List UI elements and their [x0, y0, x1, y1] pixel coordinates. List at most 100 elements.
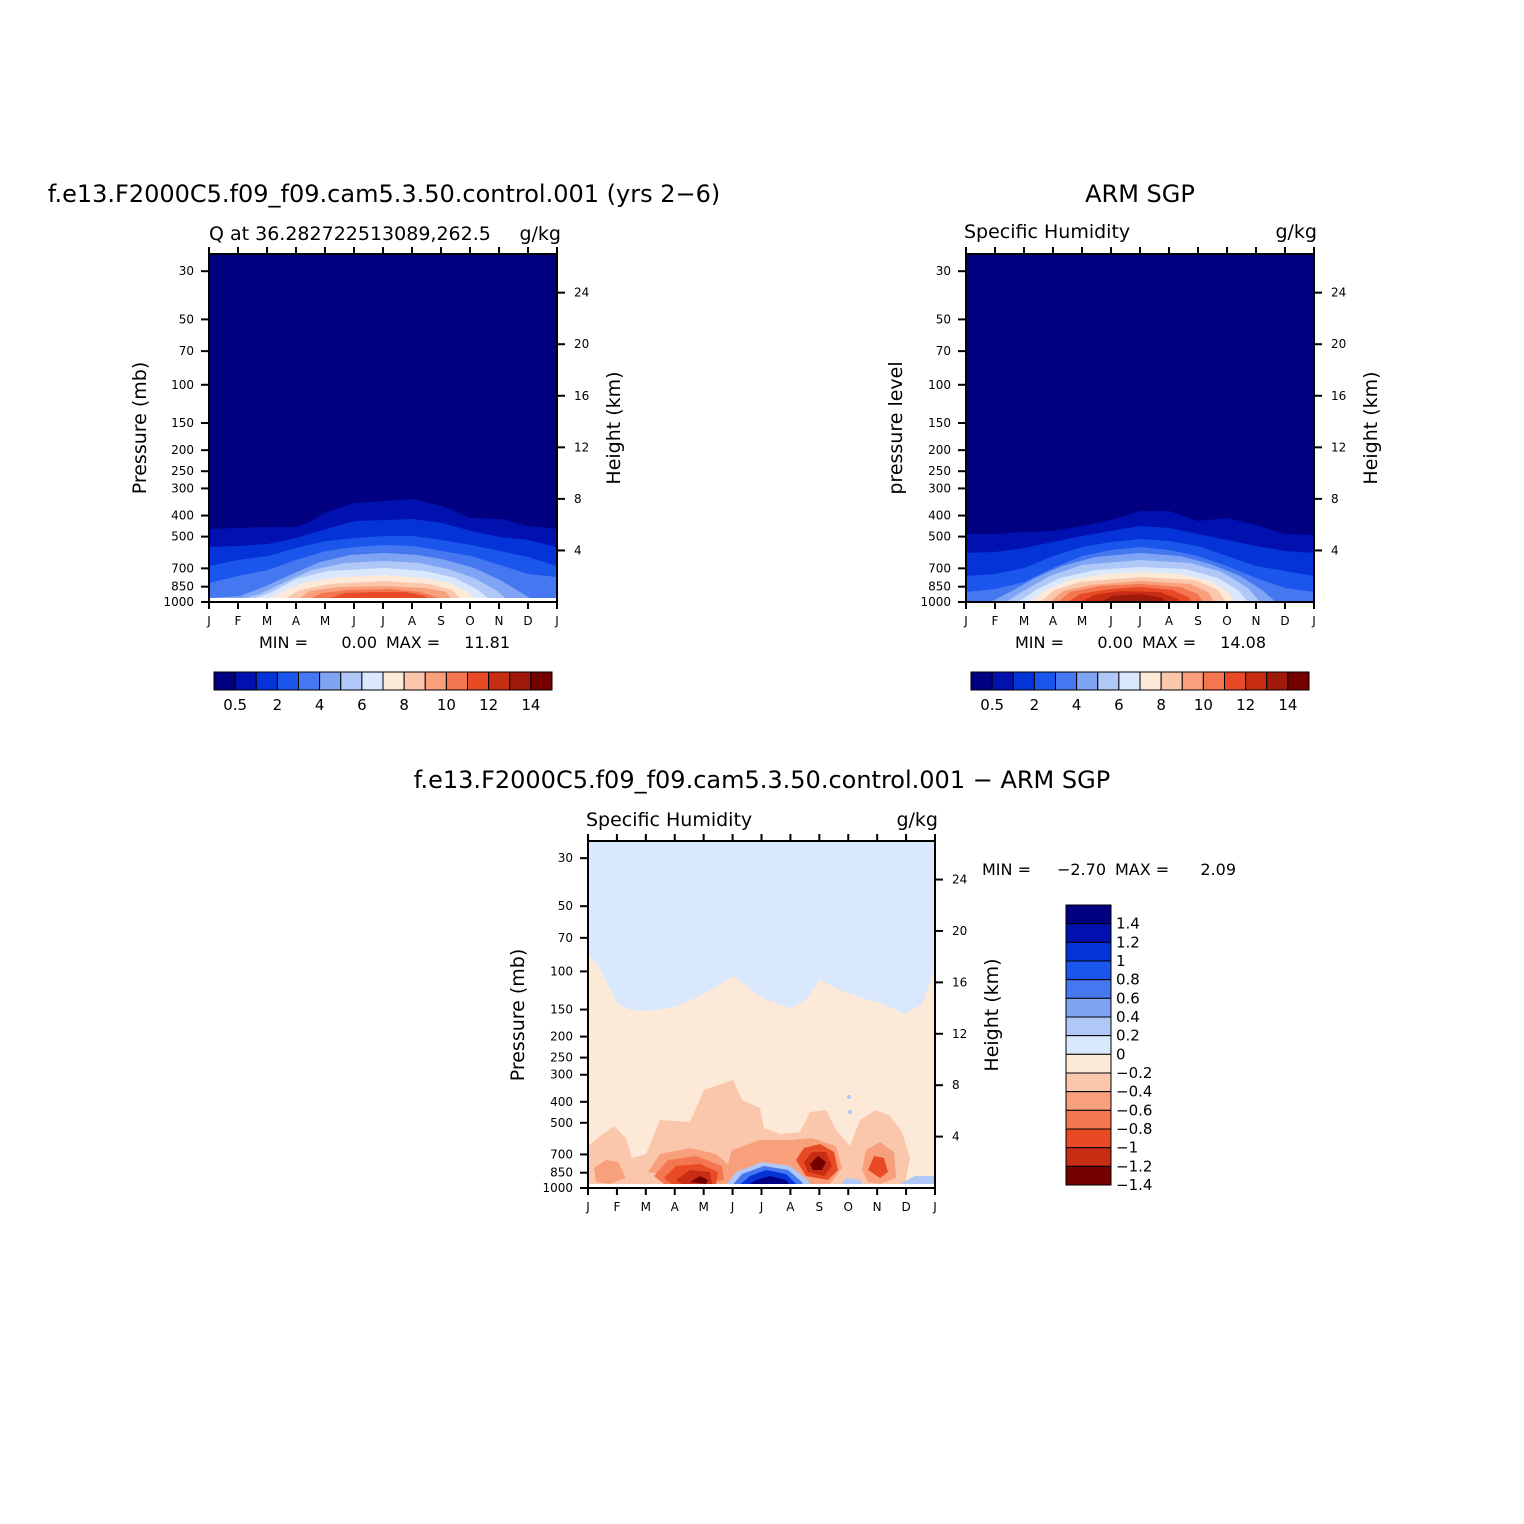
colorbar-swatch	[1055, 671, 1078, 691]
panel-model-ylabel: Pressure (mb)	[129, 362, 151, 495]
colorbar-label: 0.5	[980, 696, 1004, 714]
panel-model: f.e13.F2000C5.f09_f09.cam5.3.50.control.…	[48, 180, 721, 714]
x-tick-label: J	[1108, 614, 1113, 628]
colorbar-label: 6	[357, 696, 367, 714]
y-right-tick-label: 8	[952, 1078, 960, 1092]
y-tick-label: 400	[928, 509, 951, 523]
x-tick-label: S	[437, 614, 445, 628]
y-right-tick-label: 4	[952, 1130, 960, 1144]
x-tick-label: O	[1222, 614, 1231, 628]
colorbar-label: 0.5	[223, 696, 247, 714]
contour-band	[868, 1156, 888, 1178]
colorbar-label: 0.4	[1116, 1008, 1140, 1026]
x-tick-label: A	[786, 1200, 795, 1214]
colorbar-swatch	[1065, 1091, 1112, 1111]
x-tick-label: A	[671, 1200, 680, 1214]
colorbar-label: 14	[1278, 696, 1297, 714]
colorbar-swatch	[1012, 671, 1035, 691]
panel-obs-min-value: 0.00	[1097, 633, 1133, 652]
x-tick-label: J	[554, 614, 559, 628]
y-tick-label: 200	[928, 443, 951, 457]
panel-obs-title: ARM SGP	[1085, 180, 1195, 208]
x-tick-label: J	[351, 614, 356, 628]
y-tick-label: 500	[550, 1116, 573, 1130]
y-right-tick-label: 24	[1331, 286, 1346, 300]
colorbar-swatch	[1065, 923, 1112, 943]
panel-obs-ylabel: pressure level	[885, 361, 907, 494]
y-tick-label: 30	[179, 264, 194, 278]
y-tick-label: 300	[171, 481, 194, 495]
panel-obs-ylabel-right: Height (km)	[1360, 371, 1382, 484]
panel-model-title: f.e13.F2000C5.f09_f09.cam5.3.50.control.…	[48, 180, 721, 208]
colorbar-swatch	[1065, 1109, 1112, 1130]
x-tick-label: M	[641, 1200, 651, 1214]
panel-diff: f.e13.F2000C5.f09_f09.cam5.3.50.control.…	[414, 766, 1236, 1214]
x-tick-label: F	[613, 1200, 620, 1214]
x-tick-label: N	[495, 614, 504, 628]
y-tick-label: 30	[558, 851, 573, 865]
x-tick-label: J	[206, 614, 211, 628]
contour-band	[1100, 594, 1166, 602]
colorbar-label: 8	[399, 696, 409, 714]
colorbar-swatch	[1202, 671, 1225, 691]
colorbar-swatch	[1118, 671, 1141, 691]
panel-obs: ARM SGP Specific Humidity g/kg J F M A M J J A S…	[885, 180, 1382, 714]
x-tick-label: F	[992, 614, 999, 628]
y-tick-label: 850	[550, 1166, 573, 1180]
colorbar-swatch	[1065, 904, 1112, 925]
y-tick-label: 1000	[163, 595, 194, 609]
colorbar-swatch	[1065, 997, 1112, 1018]
colorbar-label: 0	[1116, 1045, 1126, 1063]
y-tick-label: 70	[179, 344, 194, 358]
y-right-tick-label: 4	[574, 543, 582, 557]
y-right-tick-label: 20	[1331, 337, 1346, 351]
colorbar-swatch	[319, 671, 342, 691]
colorbar-swatch	[424, 671, 447, 691]
colorbar-label: 8	[1156, 696, 1166, 714]
panel-model-subtitle: Q at 36.282722513089,262.5	[209, 223, 491, 245]
x-tick-label: D	[901, 1200, 910, 1214]
colorbar-swatch	[1287, 671, 1310, 691]
colorbar-swatch	[1065, 941, 1112, 962]
x-tick-label: S	[816, 1200, 824, 1214]
colorbar-swatch	[530, 671, 553, 691]
surface-band	[588, 1184, 935, 1188]
y-tick-label: 250	[928, 464, 951, 478]
panel-diff-ylabel: Pressure (mb)	[507, 949, 529, 1082]
y-right-tick-label: 20	[952, 924, 967, 938]
x-tick-label: M	[1077, 614, 1087, 628]
panel-model-field	[209, 254, 557, 602]
panel-obs-units: g/kg	[1275, 221, 1317, 243]
x-tick-label: D	[1280, 614, 1289, 628]
y-tick-label: 70	[558, 931, 573, 945]
y-tick-label: 250	[171, 464, 194, 478]
y-tick-label: 700	[171, 561, 194, 575]
y-tick-label: 100	[171, 378, 194, 392]
panel-diff-colorbar: 1.41.210.80.60.40.20−0.2−0.4−0.6−0.8−1−1…	[1065, 904, 1152, 1194]
colorbar-label: 4	[1072, 696, 1082, 714]
panel-model-axes: J F M A M J J A S O N D J 30 50 70 100 150 200 250 300 400 500…	[163, 247, 589, 628]
x-tick-label: N	[1252, 614, 1261, 628]
x-tick-label: J	[932, 1200, 937, 1214]
y-right-tick-label: 8	[1331, 492, 1339, 506]
x-tick-label: M	[698, 1200, 708, 1214]
colorbar-swatch	[340, 671, 363, 691]
colorbar-label: 10	[437, 696, 456, 714]
colorbar-swatch	[1245, 671, 1268, 691]
y-right-tick-label: 20	[574, 337, 589, 351]
colorbar-label: 12	[479, 696, 498, 714]
x-tick-label: D	[523, 614, 532, 628]
colorbar-swatch	[991, 671, 1014, 691]
colorbar-swatch	[213, 671, 236, 691]
contour-band	[594, 1160, 626, 1184]
colorbar-label: 10	[1194, 696, 1213, 714]
panel-diff-ylabel-right: Height (km)	[981, 958, 1003, 1071]
panel-model-max-value: 11.81	[464, 633, 510, 652]
y-right-tick-label: 4	[1331, 543, 1339, 557]
colorbar-swatch	[1065, 979, 1112, 999]
y-tick-label: 400	[171, 509, 194, 523]
panel-diff-axes: J F M A M J J A S O N D J 30 50 70 100 150 200 250 300 400 500…	[542, 834, 967, 1214]
y-tick-label: 200	[171, 443, 194, 457]
y-tick-label: 1000	[542, 1181, 573, 1195]
panel-obs-field	[966, 254, 1314, 602]
